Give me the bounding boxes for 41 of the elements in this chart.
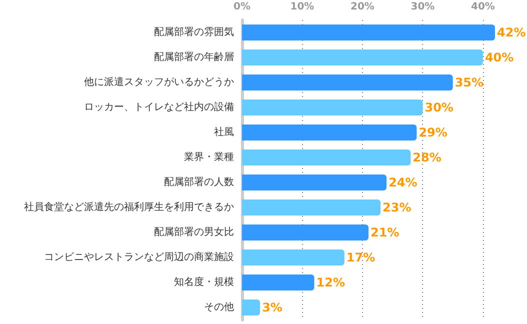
x-tick-label: 20% — [350, 2, 374, 12]
data-label: 17% — [346, 250, 376, 264]
y-tick-label: 配属部署の人数 — [164, 176, 234, 188]
bar — [242, 300, 260, 316]
y-tick-label: 社風 — [214, 126, 234, 138]
bar — [242, 124, 417, 140]
bar — [242, 274, 314, 290]
x-tick-label: 40% — [470, 2, 495, 12]
data-label: 24% — [388, 176, 418, 190]
bar — [242, 224, 368, 240]
bar — [242, 250, 344, 266]
bar — [242, 200, 381, 216]
data-label: 40% — [484, 50, 514, 64]
data-label: 23% — [382, 200, 412, 214]
y-tick-label: 配属部署の男女比 — [154, 226, 234, 238]
bar — [242, 150, 411, 166]
y-tick-label: コンビニやレストランなど周辺の商業施設 — [44, 251, 234, 263]
y-tick-label: 配属部署の雰囲気 — [154, 26, 234, 38]
data-label: 3% — [262, 300, 282, 314]
y-tick-label: 社員食堂など派遣先の福利厚生を利用できるか — [24, 201, 234, 213]
data-label: 30% — [424, 100, 454, 114]
y-tick-label: 知名度・規模 — [174, 276, 234, 288]
y-tick-label: 業界・業種 — [184, 151, 234, 163]
x-tick-label: 0% — [234, 2, 250, 12]
y-tick-label: 配属部署の年齢層 — [154, 51, 234, 63]
data-label: 29% — [418, 126, 448, 140]
data-label: 28% — [412, 150, 442, 164]
data-label: 21% — [370, 226, 400, 240]
bar — [242, 24, 495, 40]
y-tick-label: ロッカー、トイレなど社内の設備 — [84, 101, 234, 113]
bar — [242, 74, 453, 90]
data-label: 35% — [454, 76, 484, 90]
y-tick-label: 他に派遣スタッフがいるかどうか — [84, 76, 234, 88]
x-tick-label: 30% — [410, 2, 435, 12]
data-label: 12% — [316, 276, 346, 290]
y-tick-label: その他 — [204, 301, 234, 313]
bar — [242, 174, 387, 190]
x-tick-label: 10% — [290, 2, 314, 12]
data-label: 42% — [497, 26, 526, 40]
bar — [242, 50, 483, 66]
bar — [242, 100, 423, 116]
